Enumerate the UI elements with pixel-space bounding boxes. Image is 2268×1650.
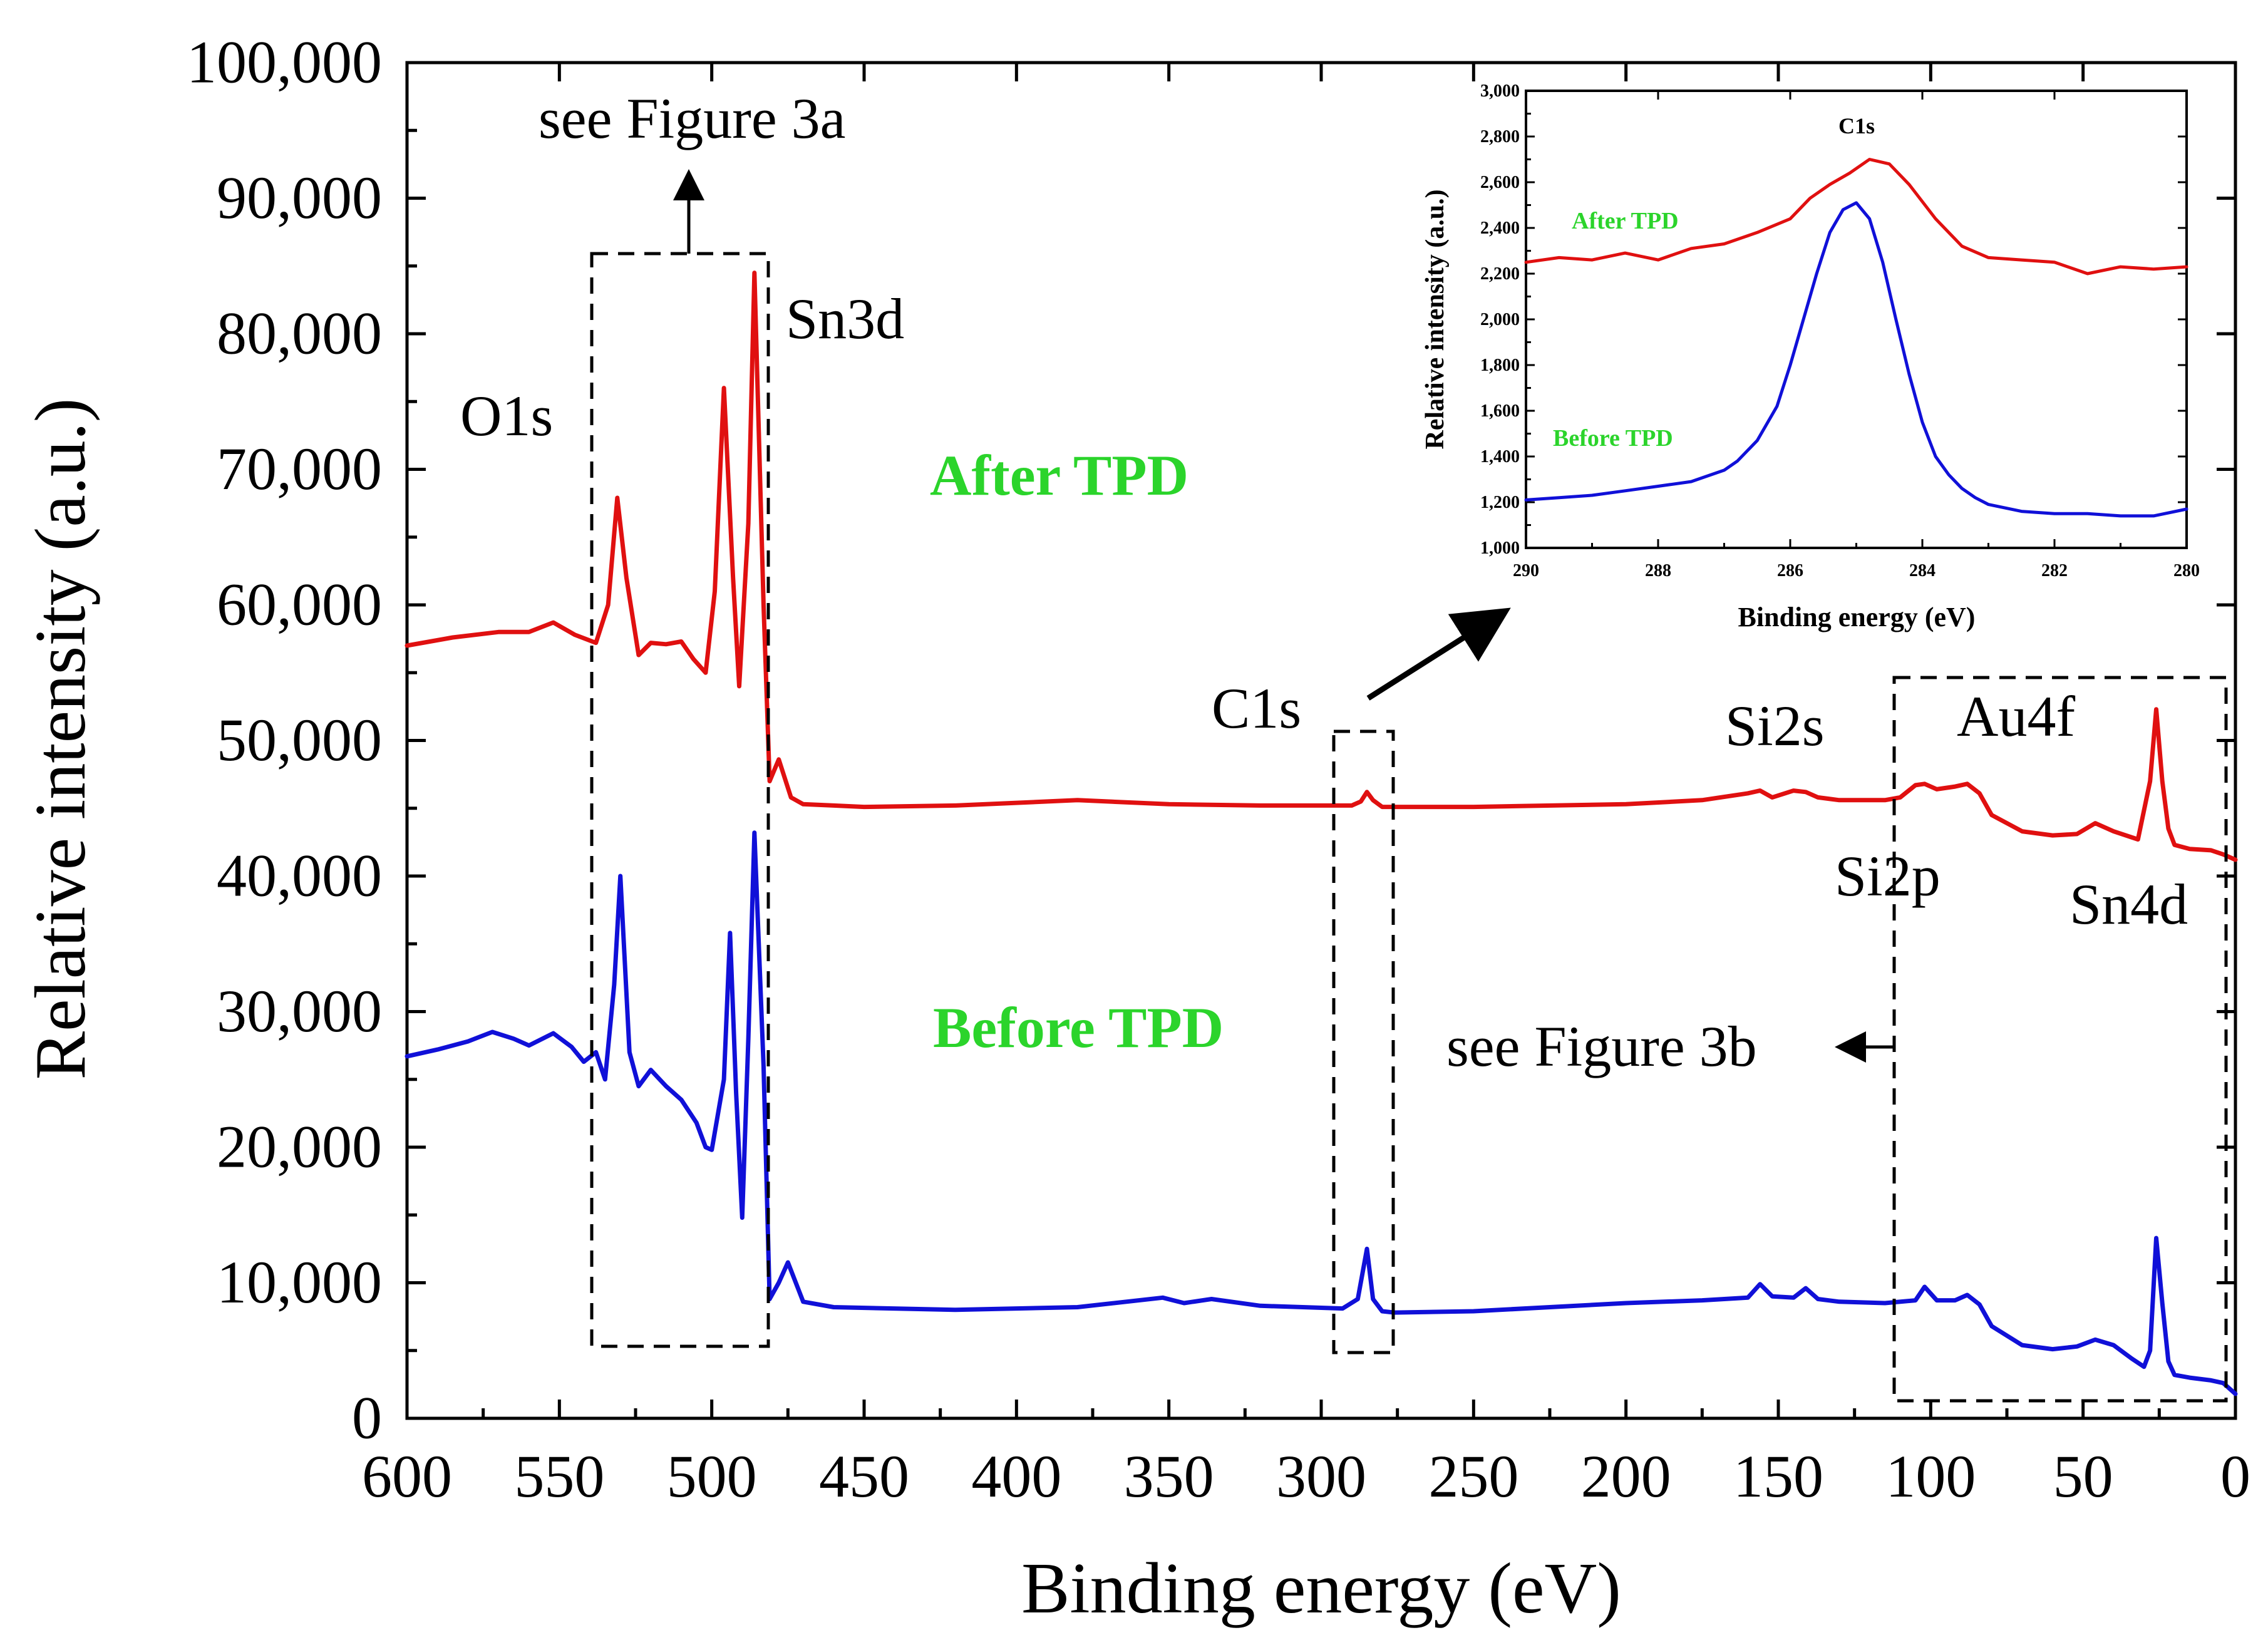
x-tick-label: 284 [1909, 561, 1936, 580]
y-tick-label: 50,000 [217, 706, 382, 773]
inset-plot-frame [1525, 90, 2188, 549]
y-tick-label: 90,000 [217, 164, 382, 231]
inset-y-axis-label: Relative intensity (a.u.) [1421, 189, 1450, 449]
y-tick-label: 20,000 [217, 1113, 382, 1180]
y-tick-label: 1,800 [1480, 356, 1520, 375]
x-tick-label: 150 [1733, 1443, 1823, 1510]
inset-x-axis-label: Binding energy (eV) [1738, 602, 1976, 632]
x-tick-label: 288 [1645, 561, 1671, 580]
x-tick-label: 250 [1428, 1443, 1518, 1510]
label-see-figure-3b: see Figure 3b [1446, 1014, 1757, 1078]
x-tick-label: 0 [2220, 1443, 2250, 1510]
x-tick-label: 300 [1276, 1443, 1366, 1510]
x-tick-label: 550 [514, 1443, 604, 1510]
y-tick-label: 1,400 [1480, 447, 1520, 467]
y-tick-label: 80,000 [217, 300, 382, 367]
label-sn3d: Sn3d [786, 287, 904, 351]
y-tick-label: 1,200 [1480, 493, 1520, 512]
inset-chart: 290 288 286 284 282 280 1,000 1,200 1,400 1,600 1,… [1421, 81, 2200, 632]
y-tick-label: 1,000 [1480, 539, 1520, 558]
x-tick-label: 290 [1513, 561, 1539, 580]
y-tick-label: 0 [352, 1384, 382, 1451]
x-tick-label: 100 [1885, 1443, 1976, 1510]
au4f-region-box [1892, 676, 2228, 1403]
x-tick-label: 282 [2041, 561, 2068, 580]
main-series-after-tpd-line [405, 271, 2238, 862]
x-tick-label: 200 [1581, 1443, 1671, 1510]
x-tick-label: 450 [819, 1443, 909, 1510]
y-tick-label: 2,400 [1480, 219, 1520, 238]
label-before-tpd: Before TPD [933, 996, 1224, 1060]
label-si2p: Si2p [1835, 844, 1941, 908]
y-tick-label: 2,800 [1480, 127, 1520, 147]
y-tick-label: 2,600 [1480, 173, 1520, 192]
y-tick-label: 3,000 [1480, 81, 1520, 101]
x-tick-label: 286 [1777, 561, 1803, 580]
sn3d-region-box [590, 252, 770, 1348]
x-tick-label: 50 [2053, 1443, 2113, 1510]
c1s-region-box [1332, 730, 1395, 1354]
x-tick-label: 400 [971, 1443, 1061, 1510]
y-tick-label: 30,000 [217, 977, 382, 1044]
label-si2s: Si2s [1725, 694, 1825, 758]
y-tick-label: 10,000 [217, 1249, 382, 1316]
main-y-axis-label: Relative intensity (a.u.) [21, 398, 101, 1080]
inset-series-after-tpd-line [1524, 158, 2188, 276]
x-tick-label: 350 [1124, 1443, 1214, 1510]
label-after-tpd: After TPD [930, 443, 1188, 507]
x-tick-label: 600 [362, 1443, 452, 1510]
y-tick-label: 1,600 [1480, 401, 1520, 421]
inset-series-before-tpd-line [1524, 201, 2188, 518]
y-tick-label: 60,000 [217, 571, 382, 638]
x-tick-label: 500 [667, 1443, 757, 1510]
y-tick-label: 2,000 [1480, 310, 1520, 329]
y-tick-label: 40,000 [217, 842, 382, 909]
y-tick-label: 2,200 [1480, 264, 1520, 284]
label-c1s: C1s [1212, 676, 1301, 740]
main-series-before-tpd-line [405, 830, 2238, 1396]
y-tick-label: 100,000 [187, 29, 382, 96]
inset-label-after-tpd: After TPD [1572, 208, 1679, 234]
label-au4f: Au4f [1957, 684, 2075, 748]
label-sn4d: Sn4d [2070, 872, 2188, 936]
inset-label-before-tpd: Before TPD [1553, 425, 1673, 451]
main-x-axis-label: Binding energy (eV) [1021, 1549, 1621, 1629]
y-tick-label: 70,000 [217, 435, 382, 502]
inset-title: C1s [1838, 113, 1875, 138]
label-see-figure-3a: see Figure 3a [539, 86, 846, 150]
x-tick-label: 280 [2173, 561, 2200, 580]
arrow-to-inset [1366, 607, 1511, 701]
label-o1s: O1s [460, 384, 553, 448]
